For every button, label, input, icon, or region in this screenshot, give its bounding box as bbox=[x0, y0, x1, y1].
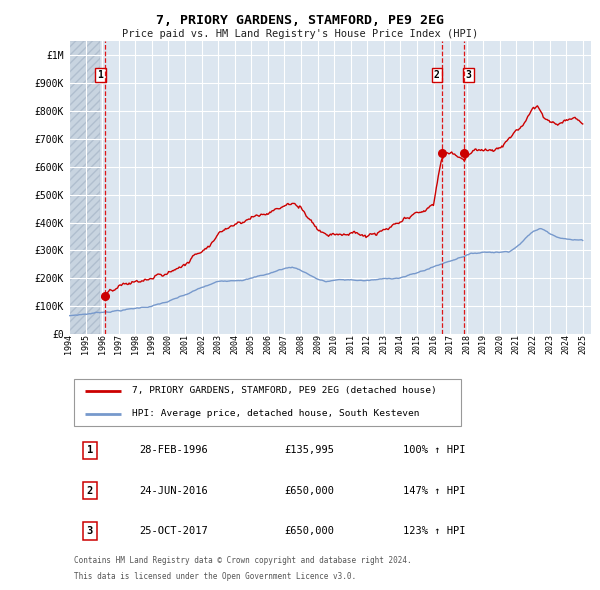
Text: 2019: 2019 bbox=[479, 334, 488, 354]
Text: 2018: 2018 bbox=[462, 334, 471, 354]
Text: 1: 1 bbox=[97, 70, 103, 80]
Text: HPI: Average price, detached house, South Kesteven: HPI: Average price, detached house, Sout… bbox=[131, 409, 419, 418]
Text: 2015: 2015 bbox=[412, 334, 421, 354]
Text: 2023: 2023 bbox=[545, 334, 554, 354]
Text: 2008: 2008 bbox=[296, 334, 305, 354]
Text: 2021: 2021 bbox=[512, 334, 521, 354]
Text: 1997: 1997 bbox=[114, 334, 123, 354]
Text: £135,995: £135,995 bbox=[284, 445, 334, 455]
Text: This data is licensed under the Open Government Licence v3.0.: This data is licensed under the Open Gov… bbox=[74, 572, 356, 581]
Text: 1995: 1995 bbox=[81, 334, 90, 354]
Text: 1998: 1998 bbox=[131, 334, 140, 354]
Text: 2022: 2022 bbox=[529, 334, 538, 354]
Text: 1994: 1994 bbox=[64, 334, 73, 354]
Text: 2007: 2007 bbox=[280, 334, 289, 354]
Text: 3: 3 bbox=[87, 526, 93, 536]
Text: 2003: 2003 bbox=[214, 334, 223, 354]
Text: 3: 3 bbox=[465, 70, 471, 80]
Text: 2017: 2017 bbox=[446, 334, 455, 354]
Text: 2016: 2016 bbox=[429, 334, 438, 354]
Text: 2006: 2006 bbox=[263, 334, 272, 354]
Text: 2001: 2001 bbox=[181, 334, 190, 354]
Text: 25-OCT-2017: 25-OCT-2017 bbox=[139, 526, 208, 536]
Text: 123% ↑ HPI: 123% ↑ HPI bbox=[403, 526, 466, 536]
Text: 7, PRIORY GARDENS, STAMFORD, PE9 2EG (detached house): 7, PRIORY GARDENS, STAMFORD, PE9 2EG (de… bbox=[131, 386, 436, 395]
Text: 2011: 2011 bbox=[346, 334, 355, 354]
Text: 1996: 1996 bbox=[98, 334, 107, 354]
Text: 147% ↑ HPI: 147% ↑ HPI bbox=[403, 486, 466, 496]
Text: 2: 2 bbox=[87, 486, 93, 496]
Text: Contains HM Land Registry data © Crown copyright and database right 2024.: Contains HM Land Registry data © Crown c… bbox=[74, 556, 412, 565]
Text: 2002: 2002 bbox=[197, 334, 206, 354]
Text: 2014: 2014 bbox=[396, 334, 405, 354]
Text: 100% ↑ HPI: 100% ↑ HPI bbox=[403, 445, 466, 455]
FancyBboxPatch shape bbox=[74, 379, 461, 425]
Text: 2020: 2020 bbox=[496, 334, 505, 354]
Text: 7, PRIORY GARDENS, STAMFORD, PE9 2EG: 7, PRIORY GARDENS, STAMFORD, PE9 2EG bbox=[156, 14, 444, 27]
Text: 2009: 2009 bbox=[313, 334, 322, 354]
Text: 24-JUN-2016: 24-JUN-2016 bbox=[139, 486, 208, 496]
Text: 1: 1 bbox=[87, 445, 93, 455]
Text: 1999: 1999 bbox=[148, 334, 157, 354]
Text: 2005: 2005 bbox=[247, 334, 256, 354]
Text: 2025: 2025 bbox=[578, 334, 587, 354]
Text: 28-FEB-1996: 28-FEB-1996 bbox=[139, 445, 208, 455]
Text: 2004: 2004 bbox=[230, 334, 239, 354]
Text: 2012: 2012 bbox=[363, 334, 372, 354]
Text: 2024: 2024 bbox=[562, 334, 571, 354]
Text: 2000: 2000 bbox=[164, 334, 173, 354]
Text: Price paid vs. HM Land Registry's House Price Index (HPI): Price paid vs. HM Land Registry's House … bbox=[122, 30, 478, 39]
Text: £650,000: £650,000 bbox=[284, 486, 334, 496]
Text: £650,000: £650,000 bbox=[284, 526, 334, 536]
Text: 2013: 2013 bbox=[379, 334, 388, 354]
Text: 2: 2 bbox=[434, 70, 440, 80]
Text: 2010: 2010 bbox=[329, 334, 338, 354]
